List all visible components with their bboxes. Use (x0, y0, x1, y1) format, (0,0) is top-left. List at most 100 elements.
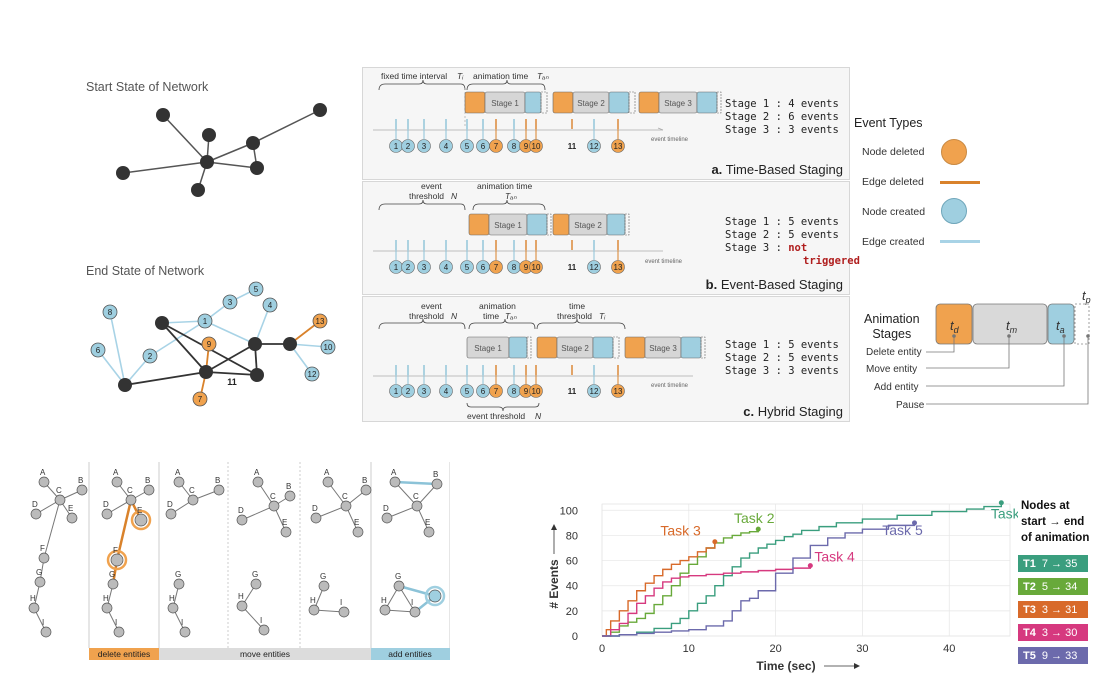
stage-label: Stage 1 (474, 344, 502, 353)
sequence-node (143, 484, 155, 496)
event-number: 2 (406, 142, 411, 151)
pause-label: Pause (896, 400, 925, 411)
start-node (116, 166, 130, 180)
node-letter: D (32, 500, 38, 509)
sequence-node (431, 478, 443, 490)
series-end-point (912, 520, 918, 526)
end-node-label: 8 (108, 308, 113, 317)
sequence-node (428, 589, 442, 603)
svg-text:Tₐₙ: Tₐₙ (505, 191, 517, 201)
node-letter: D (238, 506, 244, 515)
y-tick-label: 0 (572, 631, 578, 643)
sequence-node (252, 476, 264, 488)
sequence-node (165, 508, 177, 520)
stage-label: Stage 1 (494, 221, 522, 230)
series-end-point (712, 539, 718, 545)
sequence-node (76, 484, 88, 496)
svg-text:animation time: animation time (477, 182, 533, 191)
event-number: 11 (568, 387, 577, 396)
timeline-label: event timeline (645, 259, 683, 265)
end-node (199, 365, 213, 379)
node-letter: I (115, 618, 117, 627)
start-node (156, 108, 170, 122)
sequence-node (101, 508, 113, 520)
stage-stats: Stage 1 : 5 events Stage 2 : 5 events Stag… (725, 216, 860, 267)
legend-node-created: Node created (862, 206, 926, 218)
sequence-node (38, 552, 50, 564)
svg-text:td: td (950, 318, 960, 335)
stage-label: Stage 3 (664, 99, 692, 108)
end-node (248, 337, 262, 351)
svg-text:time: time (483, 311, 499, 321)
event-number: 13 (614, 387, 623, 396)
event-number: 4 (444, 263, 449, 272)
start-node (200, 155, 214, 169)
node-letter: G (395, 572, 401, 581)
node-letter: C (127, 486, 133, 495)
sequence-node (409, 606, 421, 618)
event-number: 6 (481, 142, 486, 151)
sequence-node (34, 576, 46, 588)
hybrid-staging-panel: event threshold N animation time Tₐₙ tim… (362, 296, 850, 422)
sequence-node (322, 476, 334, 488)
event-number: 4 (444, 387, 449, 396)
timeline-label: event timeline (651, 137, 689, 143)
node-deleted-swatch (941, 139, 967, 165)
sequence-node (411, 500, 423, 512)
node-letter: A (113, 468, 119, 477)
svg-text:time: time (569, 301, 585, 311)
event-number: 10 (532, 142, 541, 151)
node-letter: A (254, 468, 260, 477)
sequence-node (284, 490, 296, 502)
event-number: 1 (394, 142, 399, 151)
end-node (118, 378, 132, 392)
legend-node-deleted: Node deleted (862, 146, 925, 158)
event-number: 11 (568, 142, 577, 151)
event-number: 3 (422, 387, 427, 396)
sequence-node (179, 626, 191, 638)
node-letter: E (68, 504, 73, 513)
event-number: 8 (512, 263, 517, 272)
node-letter: H (169, 594, 175, 603)
sequence-node (173, 578, 185, 590)
sequence-node (310, 512, 322, 524)
stage-label: Stage 2 (574, 221, 602, 230)
node-letter: B (433, 470, 438, 479)
event-number: 7 (494, 142, 499, 151)
node-letter: G (252, 570, 258, 579)
sequence-node (393, 580, 405, 592)
legend-edge-deleted: Edge deleted (862, 176, 924, 188)
start-network-graph (116, 103, 327, 197)
sequence-node (111, 476, 123, 488)
event-number: 6 (481, 263, 486, 272)
x-tick-label: 40 (943, 643, 955, 655)
x-tick-label: 10 (683, 643, 695, 655)
event-number: 7 (494, 387, 499, 396)
series-label: Task 2 (734, 510, 775, 526)
node-letter: A (40, 468, 46, 477)
sequence-node (28, 602, 40, 614)
series-label: Task 1 (991, 506, 1018, 522)
node-letter: C (56, 486, 62, 495)
sequence-node (134, 513, 148, 527)
node-letter: G (109, 570, 115, 579)
node-letter: F (40, 544, 45, 553)
end-node-label: 3 (228, 298, 233, 307)
node-letter: H (310, 596, 316, 605)
sequence-node (423, 526, 435, 538)
event-number: 10 (532, 387, 541, 396)
node-letter: D (312, 504, 318, 513)
end-node-label: 1 (203, 317, 208, 326)
edge-deleted-swatch (940, 181, 980, 184)
x-tick-label: 20 (769, 643, 781, 655)
series-end-point (755, 526, 761, 532)
svg-text:N: N (535, 411, 542, 421)
sequence-node (379, 604, 391, 616)
series-line (602, 541, 716, 637)
legend-task-1: T1 7 → 35 (1018, 555, 1088, 572)
stage-label: Stage 3 (649, 344, 677, 353)
end-node-label: 11 (227, 377, 237, 387)
node-letter: E (425, 518, 430, 527)
node-created-swatch (941, 198, 967, 224)
timeline-label: event timeline (651, 383, 689, 389)
